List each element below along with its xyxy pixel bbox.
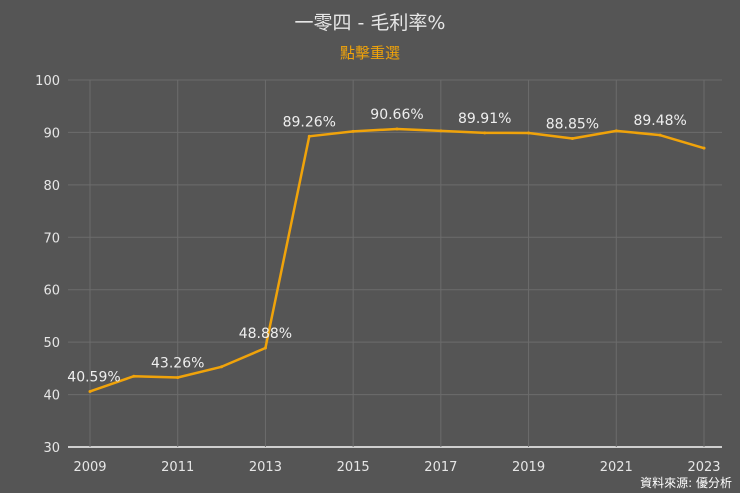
source-credit: 資料來源: 優分析 (640, 476, 732, 490)
data-label: 48.88% (239, 326, 292, 342)
reselect-link[interactable]: 點擊重選 (339, 44, 400, 62)
data-point (483, 131, 487, 135)
data-label: 43.26% (151, 355, 204, 371)
data-label: 90.66% (370, 107, 423, 123)
data-point (176, 375, 180, 379)
data-point (132, 374, 136, 378)
data-point (570, 136, 574, 140)
data-point (307, 134, 311, 138)
data-label: 89.26% (283, 114, 336, 130)
x-tick-label: 2017 (424, 460, 457, 475)
data-point (614, 129, 618, 133)
y-tick-label: 50 (43, 336, 60, 351)
series-line (89, 127, 705, 393)
x-tick-label: 2011 (161, 460, 194, 475)
data-label: 89.48% (633, 113, 686, 129)
x-tick-label: 2021 (600, 460, 633, 475)
data-point (439, 129, 443, 133)
y-tick-label: 70 (43, 231, 60, 246)
x-tick-label: 2009 (73, 460, 106, 475)
data-point (263, 346, 267, 350)
y-tick-label: 90 (43, 126, 60, 141)
y-tick-label: 80 (43, 179, 60, 194)
data-label: 40.59% (67, 369, 120, 385)
y-tick-label: 100 (35, 74, 60, 89)
data-point (351, 129, 355, 133)
data-label: 88.85% (546, 116, 599, 132)
data-point (527, 131, 531, 135)
data-point (88, 389, 92, 393)
chart-title: 一零四 - 毛利率% (294, 12, 446, 34)
x-tick-label: 2015 (337, 460, 370, 475)
y-tick-label: 60 (43, 284, 60, 299)
x-tick-label: 2019 (512, 460, 545, 475)
data-point (395, 127, 399, 131)
data-label: 89.91% (458, 111, 511, 127)
data-point (702, 146, 706, 150)
y-tick-label: 40 (43, 389, 60, 404)
y-tick-label: 30 (43, 441, 60, 456)
data-point (658, 133, 662, 137)
x-tick-label: 2023 (687, 460, 720, 475)
x-tick-label: 2013 (249, 460, 282, 475)
data-point (220, 365, 224, 369)
